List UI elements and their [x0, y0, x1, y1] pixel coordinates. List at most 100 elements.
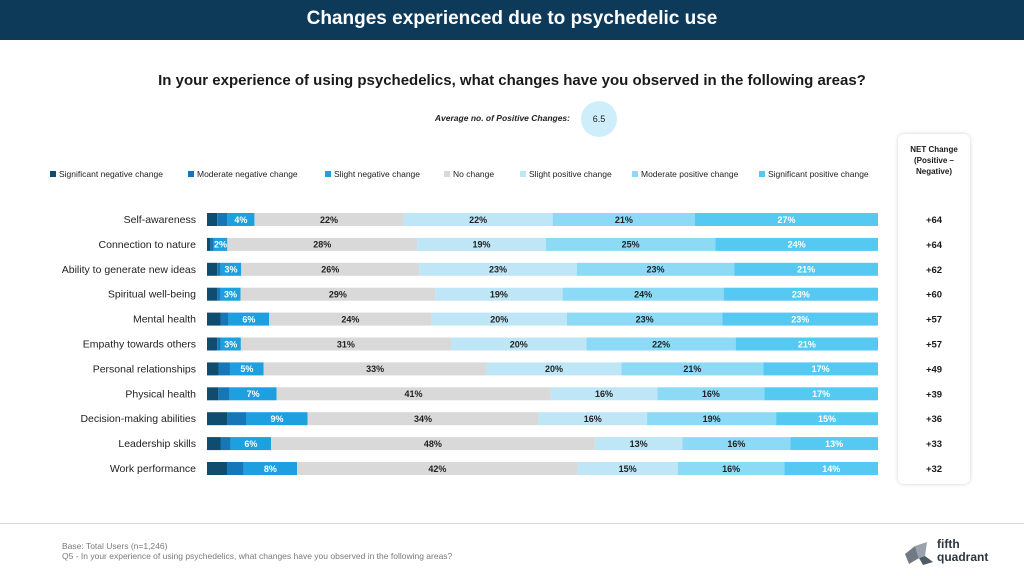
bar-segment [210, 237, 214, 251]
bar-segment [254, 213, 404, 226]
category-label: Mental health [133, 314, 196, 326]
data-label: 21% [797, 265, 815, 275]
net-change-value: +62 [926, 265, 942, 276]
data-label: 21% [798, 339, 816, 349]
net-change-value: +39 [926, 389, 942, 400]
net-change-value: +49 [926, 364, 942, 375]
bar-segment [586, 337, 736, 351]
page-title: Changes experienced due to psychedelic u… [306, 8, 718, 29]
bar-segment [723, 287, 878, 301]
legend-swatch [520, 171, 526, 177]
net-change-header: NET Change (Positive – Negative) [910, 145, 958, 176]
bar-segment [207, 387, 219, 401]
bar-segment [790, 437, 878, 451]
data-label: 15% [619, 464, 637, 474]
data-label: 5% [240, 364, 253, 374]
net-change-value: +32 [926, 464, 942, 475]
bar-segment [228, 312, 270, 326]
data-label: 8% [264, 464, 277, 474]
bar-segment [594, 437, 683, 451]
bar-segment [241, 262, 420, 276]
category-label: Connection to nature [99, 239, 197, 251]
data-label: 16% [727, 439, 745, 449]
net-change-panel [898, 134, 970, 484]
data-label: 9% [270, 414, 283, 424]
bar-segment [207, 262, 218, 276]
bar-segment [218, 362, 230, 376]
data-label: 19% [490, 290, 508, 300]
bar-segment [217, 262, 221, 276]
legend-label: Slight positive change [529, 169, 612, 179]
net-change-value: +64 [926, 240, 943, 251]
bar-segment [243, 462, 298, 475]
bar-segment [566, 312, 723, 326]
data-label: 23% [791, 314, 809, 324]
data-label: 6% [242, 314, 255, 324]
bar-segment [207, 412, 228, 426]
bar-segment [227, 213, 255, 226]
bar-segment [246, 412, 308, 426]
bar-segment [217, 337, 221, 351]
bar-segment [240, 287, 436, 301]
data-label: 22% [652, 339, 670, 349]
stacked-bar-chart: Self-awareness 4% 22% 22% 21% 27% +64 Connectio… [62, 213, 943, 475]
bar-segment [230, 437, 272, 451]
data-label: 28% [313, 240, 331, 250]
bar-segment [538, 412, 648, 426]
average-positive-changes-label: Average no. of Positive Changes: [434, 113, 570, 123]
bar-segment [227, 412, 247, 426]
legend-item: Slight positive change [520, 169, 612, 179]
data-label: 15% [818, 414, 836, 424]
bar-segment [545, 237, 716, 251]
data-label: 27% [777, 215, 795, 225]
data-label: 16% [702, 389, 720, 399]
data-label: 21% [683, 364, 701, 374]
bar-segment [647, 412, 777, 426]
legend-item: No change [444, 169, 494, 179]
data-label: 16% [722, 464, 740, 474]
bar-segment [307, 412, 539, 426]
legend-item: Significant negative change [50, 169, 163, 179]
bar-segment [562, 287, 724, 301]
bar-segment [431, 312, 567, 326]
data-label: 26% [321, 265, 339, 275]
bar-segment [297, 462, 578, 475]
bar-segment [715, 237, 878, 251]
bar-segment [734, 262, 878, 276]
fifth-quadrant-logo: fifth quadrant [905, 537, 988, 565]
data-label: 23% [636, 314, 654, 324]
bar-segment [417, 237, 546, 251]
bar-segment [276, 387, 551, 401]
data-label: 24% [341, 314, 359, 324]
data-label: 4% [234, 215, 247, 225]
legend-label: Significant positive change [768, 169, 869, 179]
data-label: 6% [244, 439, 257, 449]
bar-segment [784, 462, 878, 475]
bar-segment [227, 462, 244, 475]
category-label: Physical health [125, 388, 196, 400]
data-label: 3% [224, 339, 237, 349]
category-label: Personal relationships [93, 363, 196, 375]
data-label: 22% [320, 215, 338, 225]
bar-segment [220, 262, 242, 276]
bar-segment [207, 337, 218, 351]
bar-segment [486, 362, 622, 376]
legend-label: No change [453, 169, 495, 179]
bar-segment [207, 462, 228, 475]
category-label: Work performance [110, 463, 196, 475]
legend-label: Moderate negative change [197, 169, 298, 179]
data-label: 13% [630, 439, 648, 449]
logo-text-line1: fifth [937, 537, 960, 551]
data-label: 42% [428, 464, 446, 474]
bar-segment [576, 262, 735, 276]
bar-segment [451, 337, 587, 351]
bar-segment [763, 362, 878, 376]
legend-label: Moderate positive change [641, 169, 739, 179]
net-change-value: +57 [926, 315, 942, 326]
bar-segment [207, 213, 218, 226]
footer-divider [0, 523, 1024, 524]
data-label: 48% [424, 439, 442, 449]
logo-text-line2: quadrant [937, 550, 988, 564]
legend-item: Moderate positive change [632, 169, 738, 179]
bar-segment [263, 362, 487, 376]
